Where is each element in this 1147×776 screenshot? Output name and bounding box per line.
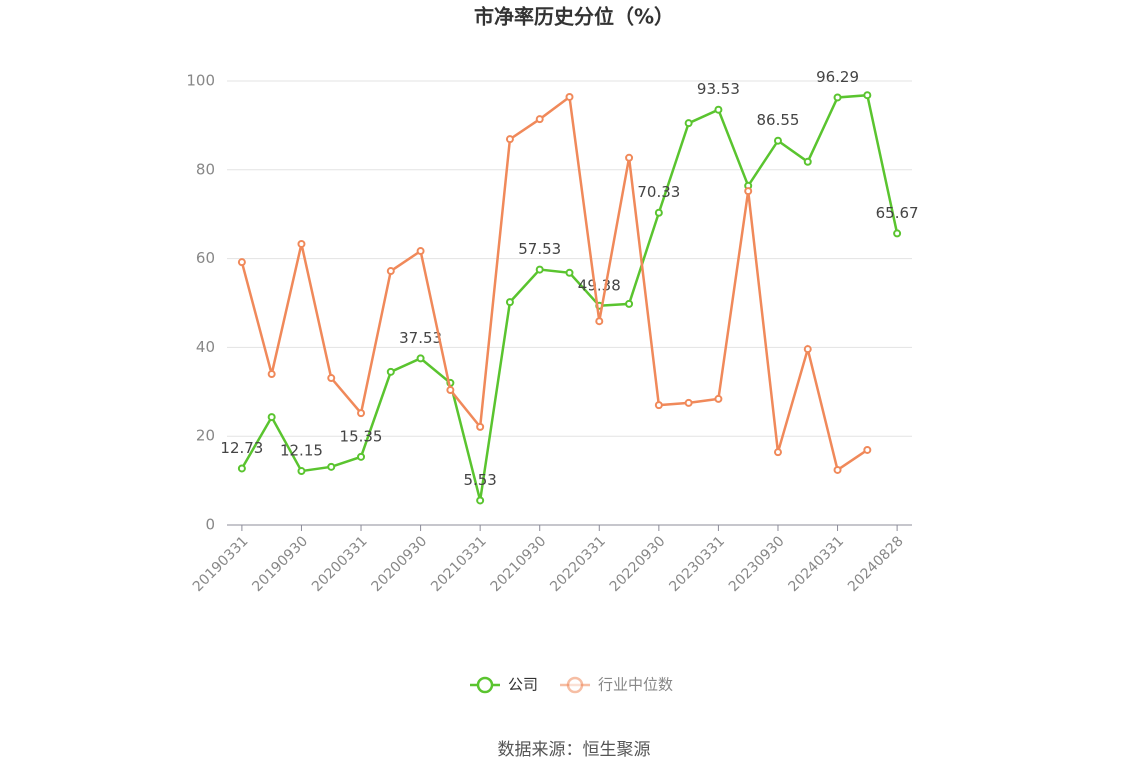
- point: [357, 452, 366, 461]
- data-label: 86.55: [757, 111, 800, 129]
- point: [416, 354, 425, 363]
- point: [833, 465, 842, 474]
- data-label: 96.29: [816, 68, 859, 86]
- point: [833, 93, 842, 102]
- y-tick-label: 100: [186, 72, 215, 90]
- y-tick-label: 0: [205, 516, 215, 534]
- x-tick-label: 20220930: [607, 533, 669, 595]
- data-label: 93.53: [697, 80, 740, 98]
- point: [654, 401, 663, 410]
- legend-marker: [476, 676, 494, 694]
- point: [476, 422, 485, 431]
- point: [595, 317, 604, 326]
- x-tick-label: 20190331: [190, 533, 252, 595]
- point: [654, 208, 663, 217]
- data-label: 49.38: [578, 276, 621, 294]
- point: [237, 464, 246, 473]
- chart-title: 市净率历史分位（%）: [474, 5, 674, 29]
- point: [565, 92, 574, 101]
- series-line: [240, 94, 869, 472]
- x-tick-label: 20230930: [726, 533, 788, 595]
- point: [714, 105, 723, 114]
- point: [357, 409, 366, 418]
- legend-label: 行业中位数: [598, 676, 673, 694]
- point: [863, 91, 872, 100]
- point: [476, 496, 485, 505]
- point: [267, 370, 276, 379]
- point: [505, 298, 514, 307]
- data-label: 57.53: [518, 240, 561, 258]
- y-tick-label: 20: [196, 427, 215, 445]
- point: [386, 367, 395, 376]
- data-label: 15.35: [340, 427, 383, 445]
- point: [297, 467, 306, 476]
- data-label: 70.33: [637, 183, 680, 201]
- data-label: 5.53: [463, 471, 496, 489]
- point: [565, 268, 574, 277]
- source: 数据来源：恒生聚源: [498, 740, 651, 760]
- x-tick-label: 20210331: [428, 533, 490, 595]
- point: [714, 394, 723, 403]
- point: [535, 265, 544, 274]
- x-tick-label: 20240828: [845, 533, 907, 595]
- point: [803, 157, 812, 166]
- point: [505, 135, 514, 144]
- point: [803, 345, 812, 354]
- x-tick-label: 20210930: [488, 533, 550, 595]
- y-tick-label: 80: [196, 160, 215, 178]
- point: [535, 115, 544, 124]
- x-tick-label: 20230331: [666, 533, 728, 595]
- legend-label: 公司: [508, 676, 538, 694]
- y-tick-label: 40: [196, 338, 215, 356]
- point: [744, 187, 753, 196]
- point: [773, 136, 782, 145]
- data-label: 65.67: [876, 204, 919, 222]
- x-tick-label: 20240331: [785, 533, 847, 595]
- x-tick-label: 20200331: [309, 533, 371, 595]
- x-tick-label: 20200930: [369, 533, 431, 595]
- x-tick-label: 20220331: [547, 533, 609, 595]
- data-label: 12.73: [220, 439, 263, 457]
- point: [237, 258, 246, 267]
- point: [386, 267, 395, 276]
- point: [297, 239, 306, 248]
- data-label: 12.15: [280, 442, 323, 460]
- point: [863, 445, 872, 454]
- point: [327, 462, 336, 471]
- legend-marker: [566, 676, 584, 694]
- point: [327, 374, 336, 383]
- point: [773, 448, 782, 457]
- x-tick-label: 20190930: [249, 533, 311, 595]
- point: [416, 247, 425, 256]
- point: [446, 386, 455, 395]
- y-tick-label: 60: [196, 249, 215, 267]
- point: [893, 229, 902, 238]
- point: [684, 119, 693, 128]
- data-label: 37.53: [399, 329, 442, 347]
- point: [267, 413, 276, 422]
- point: [684, 398, 693, 407]
- point: [625, 153, 634, 162]
- point: [625, 299, 634, 308]
